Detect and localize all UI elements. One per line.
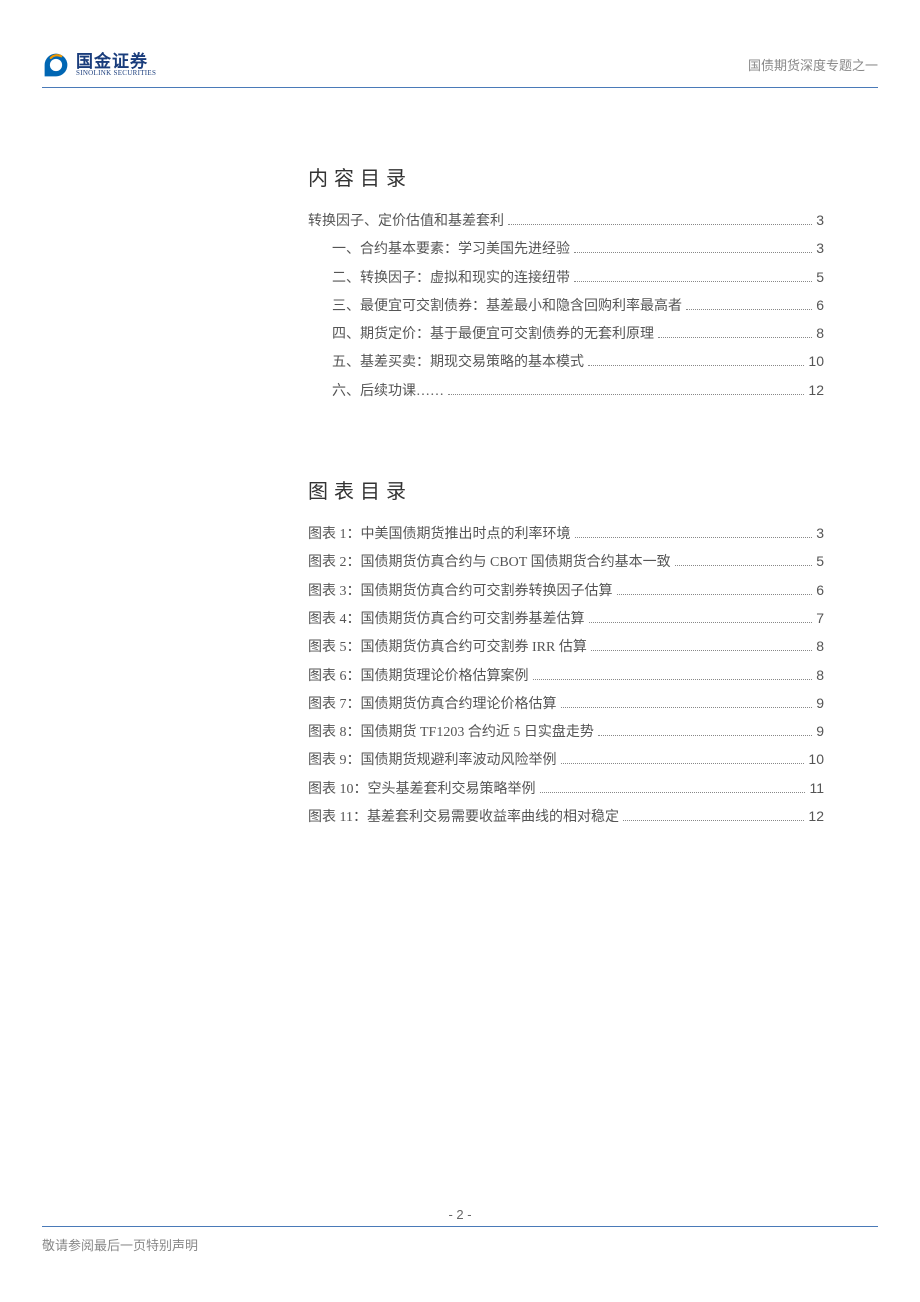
page-number: - 2 - — [42, 1207, 878, 1227]
toc-label: 图表 8：国债期货 TF1203 合约近 5 日实盘走势 — [308, 719, 594, 746]
toc-label: 图表 10：空头基差套利交易策略举例 — [308, 776, 536, 803]
toc-label: 图表 7：国债期货仿真合约理论价格估算 — [308, 691, 557, 718]
toc-label: 五、基差买卖：期现交易策略的基本模式 — [332, 349, 584, 376]
toc-row: 图表 3：国债期货仿真合约可交割券转换因子估算 6 — [308, 577, 824, 605]
toc-page: 7 — [816, 605, 824, 632]
toc-dots — [588, 355, 804, 366]
toc-page: 8 — [816, 662, 824, 689]
toc-page: 9 — [816, 690, 824, 717]
toc-dots — [540, 782, 806, 793]
toc-label: 图表 9：国债期货规避利率波动风险举例 — [308, 747, 557, 774]
logo-text: 国金证券 SINOLINK SECURITIES — [76, 53, 156, 77]
toc-row: 二、转换因子：虚拟和现实的连接纽带 5 — [308, 264, 824, 292]
toc-dots — [561, 697, 813, 708]
toc-row: 图表 5：国债期货仿真合约可交割券 IRR 估算 8 — [308, 633, 824, 661]
toc-page: 11 — [809, 775, 824, 802]
toc-page: 3 — [816, 235, 824, 262]
toc-label: 图表 5：国债期货仿真合约可交割券 IRR 估算 — [308, 634, 587, 661]
toc-dots — [508, 214, 812, 225]
toc-dots — [617, 583, 813, 594]
toc-dots — [574, 270, 812, 281]
toc-page: 9 — [816, 718, 824, 745]
toc-label: 四、期货定价：基于最便宜可交割债券的无套利原理 — [332, 321, 654, 348]
toc-label: 三、最便宜可交割债券：基差最小和隐含回购利率最高者 — [332, 293, 682, 320]
toc-row: 图表 6：国债期货理论价格估算案例 8 — [308, 662, 824, 690]
logo-icon — [42, 51, 70, 79]
toc-page: 6 — [816, 577, 824, 604]
toc-page: 10 — [808, 746, 824, 773]
toc-page: 8 — [816, 320, 824, 347]
toc-page: 3 — [816, 520, 824, 547]
footer-disclaimer: 敬请参阅最后一页特别声明 — [42, 1235, 878, 1254]
page-footer: - 2 - 敬请参阅最后一页特别声明 — [42, 1207, 878, 1254]
brand-name-cn: 国金证券 — [76, 53, 156, 70]
toc-dots — [561, 753, 805, 764]
toc-dots — [623, 810, 804, 821]
toc-label: 二、转换因子：虚拟和现实的连接纽带 — [332, 265, 570, 292]
toc-section-figures: 图表目录 图表 1：中美国债期货推出时点的利率环境3图表 2：国债期货仿真合约与… — [308, 475, 824, 831]
toc-row: 一、合约基本要素：学习美国先进经验 3 — [308, 235, 824, 263]
toc-page: 3 — [816, 207, 824, 234]
page-header: 国金证券 SINOLINK SECURITIES 国债期货深度专题之一 — [42, 48, 878, 88]
toc-dots — [658, 327, 812, 338]
toc-row: 四、期货定价：基于最便宜可交割债券的无套利原理 8 — [308, 320, 824, 348]
toc-label: 图表 3：国债期货仿真合约可交割券转换因子估算 — [308, 578, 613, 605]
toc-row: 转换因子、定价估值和基差套利 3 — [308, 207, 824, 235]
toc-page: 12 — [808, 377, 824, 404]
section-title: 内容目录 — [308, 162, 824, 191]
toc-row: 图表 8：国债期货 TF1203 合约近 5 日实盘走势 9 — [308, 718, 824, 746]
toc-list-figures: 图表 1：中美国债期货推出时点的利率环境3图表 2：国债期货仿真合约与 CBOT… — [308, 520, 824, 831]
brand-logo: 国金证券 SINOLINK SECURITIES — [42, 51, 156, 79]
toc-row: 图表 2：国债期货仿真合约与 CBOT 国债期货合约基本一致 5 — [308, 548, 824, 576]
toc-label: 图表 2：国债期货仿真合约与 CBOT 国债期货合约基本一致 — [308, 549, 671, 576]
toc-label: 六、后续功课…… — [332, 378, 444, 405]
toc-row: 图表 7：国债期货仿真合约理论价格估算 9 — [308, 690, 824, 718]
toc-page: 8 — [816, 633, 824, 660]
toc-label: 图表 11：基差套利交易需要收益率曲线的相对稳定 — [308, 804, 619, 831]
toc-dots — [591, 640, 812, 651]
toc-row: 图表 4：国债期货仿真合约可交割券基差估算 7 — [308, 605, 824, 633]
toc-dots — [598, 725, 812, 736]
section-title: 图表目录 — [308, 475, 824, 504]
toc-page: 5 — [816, 264, 824, 291]
toc-dots — [574, 242, 812, 253]
toc-dots — [589, 612, 813, 623]
toc-list-contents: 转换因子、定价估值和基差套利3一、合约基本要素：学习美国先进经验3二、转换因子：… — [308, 207, 824, 405]
toc-dots — [448, 384, 804, 395]
toc-dots — [686, 299, 812, 310]
toc-label: 图表 6：国债期货理论价格估算案例 — [308, 663, 529, 690]
toc-row: 图表 1：中美国债期货推出时点的利率环境 3 — [308, 520, 824, 548]
content-area: 内容目录 转换因子、定价估值和基差套利3一、合约基本要素：学习美国先进经验3二、… — [308, 162, 824, 901]
toc-page: 12 — [808, 803, 824, 830]
toc-row: 三、最便宜可交割债券：基差最小和隐含回购利率最高者 6 — [308, 292, 824, 320]
toc-section-contents: 内容目录 转换因子、定价估值和基差套利3一、合约基本要素：学习美国先进经验3二、… — [308, 162, 824, 405]
toc-label: 图表 4：国债期货仿真合约可交割券基差估算 — [308, 606, 585, 633]
brand-name-en: SINOLINK SECURITIES — [76, 70, 156, 77]
toc-row: 图表 10：空头基差套利交易策略举例 11 — [308, 775, 824, 803]
toc-page: 10 — [808, 348, 824, 375]
toc-row: 五、基差买卖：期现交易策略的基本模式 10 — [308, 348, 824, 376]
toc-dots — [575, 527, 813, 538]
toc-dots — [533, 668, 813, 679]
header-title: 国债期货深度专题之一 — [748, 55, 878, 74]
toc-label: 转换因子、定价估值和基差套利 — [308, 208, 504, 235]
toc-page: 5 — [816, 548, 824, 575]
toc-dots — [675, 555, 813, 566]
toc-row: 图表 9：国债期货规避利率波动风险举例 10 — [308, 746, 824, 774]
toc-row: 六、后续功课…… 12 — [308, 377, 824, 405]
toc-label: 一、合约基本要素：学习美国先进经验 — [332, 236, 570, 263]
toc-row: 图表 11：基差套利交易需要收益率曲线的相对稳定 12 — [308, 803, 824, 831]
toc-label: 图表 1：中美国债期货推出时点的利率环境 — [308, 521, 571, 548]
toc-page: 6 — [816, 292, 824, 319]
